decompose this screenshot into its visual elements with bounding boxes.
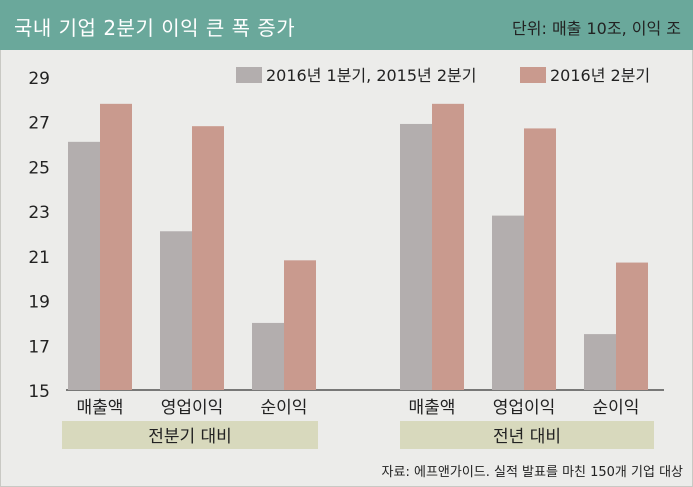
y-tick-label: 21 — [28, 248, 50, 268]
group-band — [400, 421, 654, 449]
chart-title: 국내 기업 2분기 이익 큰 폭 증가 — [14, 16, 296, 40]
source-note: 자료: 에프앤가이드. 실적 발표를 마친 150개 기업 대상 — [381, 465, 683, 480]
bar-previous — [160, 231, 192, 390]
group-label: 전년 대비 — [493, 427, 561, 447]
bar-current — [192, 126, 224, 390]
bar-current — [432, 103, 464, 390]
bar-current — [284, 260, 316, 390]
bar-current — [616, 262, 648, 390]
legend-label: 2016년 1분기, 2015년 2분기 — [266, 66, 476, 85]
group-band — [62, 421, 318, 449]
x-category-label: 순이익 — [593, 398, 640, 418]
y-tick-label: 25 — [28, 158, 50, 178]
legend-label: 2016년 2분기 — [550, 66, 650, 85]
group-label: 전분기 대비 — [148, 427, 232, 447]
unit-label: 단위: 매출 10조, 이익 조 — [512, 19, 681, 38]
bar-previous — [252, 322, 284, 390]
legend-swatch — [236, 67, 262, 83]
legend-swatch — [520, 67, 546, 83]
bar-current — [524, 128, 556, 390]
title-bar: 국내 기업 2분기 이익 큰 폭 증가 단위: 매출 10조, 이익 조 — [0, 0, 693, 50]
y-tick-label: 27 — [28, 114, 50, 134]
y-tick-label: 19 — [28, 293, 50, 313]
x-category-label: 영업이익 — [161, 398, 224, 418]
y-tick-label: 29 — [28, 69, 50, 89]
x-category-label: 매출액 — [77, 398, 124, 418]
x-category-label: 영업이익 — [493, 398, 556, 418]
bar-previous — [400, 123, 432, 390]
bar-previous — [584, 334, 616, 390]
x-category-label: 순이익 — [261, 398, 308, 418]
bar-current — [100, 103, 132, 390]
bar-previous — [68, 141, 100, 390]
y-tick-label: 17 — [28, 337, 50, 357]
bar-previous — [492, 215, 524, 390]
y-tick-label: 15 — [28, 382, 50, 402]
x-category-label: 매출액 — [409, 398, 456, 418]
y-tick-label: 23 — [28, 203, 50, 223]
